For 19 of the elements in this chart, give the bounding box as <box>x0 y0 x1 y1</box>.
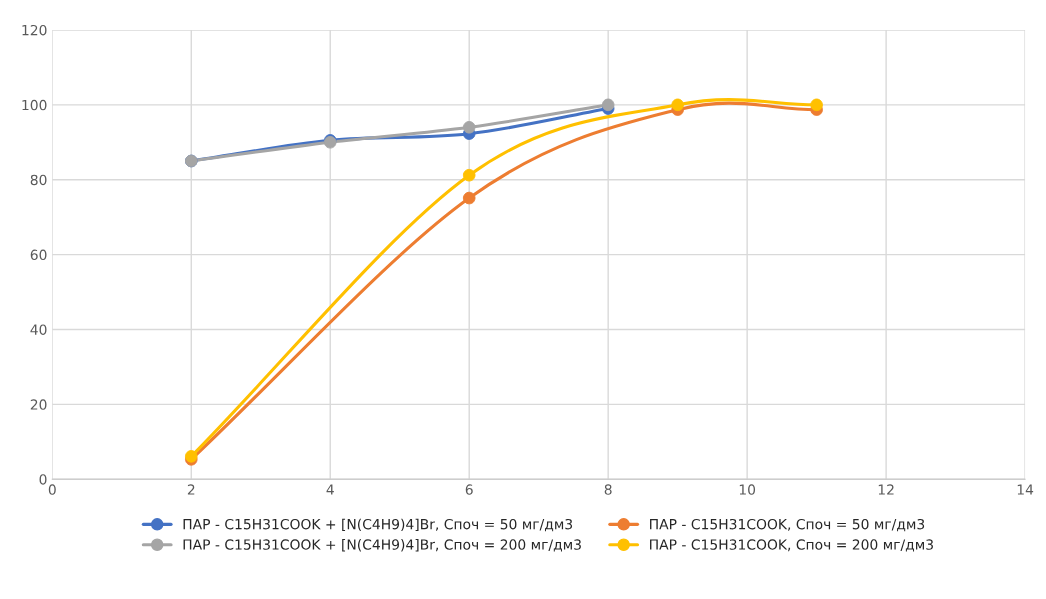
x-tick-label: 0 <box>48 484 56 495</box>
y-tick-label: 80 <box>30 174 47 186</box>
y-tick-label: 0 <box>39 474 47 485</box>
x-tick-label: 12 <box>878 484 894 495</box>
x-tick-label: 10 <box>739 484 756 495</box>
x-tick-label: 2 <box>187 484 195 495</box>
y-tick-label: 40 <box>30 324 47 335</box>
x-tick-label: 6 <box>465 484 473 495</box>
legend-label: ПАР - C15H31COOK, Споч = 50 мг/дм3 <box>650 518 925 532</box>
legend-label: ПАР - C15H31COOK + [N(C4H9)4]Br, Споч = 50 мг/дм3 <box>183 518 573 532</box>
legend-label: ПАР - C15H31COOK + [N(C4H9)4]Br, Споч = 200 мг/дм3 <box>183 539 581 552</box>
y-tick-label: 100 <box>22 99 47 111</box>
x-tick-label: 14 <box>1017 484 1034 495</box>
y-tick-label: 120 <box>22 24 47 36</box>
y-tick-label: 60 <box>30 249 47 261</box>
x-tick-label: 8 <box>604 484 612 495</box>
x-tick-label: 4 <box>326 484 334 495</box>
legend-label: ПАР - C15H31COOK, Споч = 200 мг/дм3 <box>650 539 933 552</box>
y-tick-label: 20 <box>30 399 47 410</box>
